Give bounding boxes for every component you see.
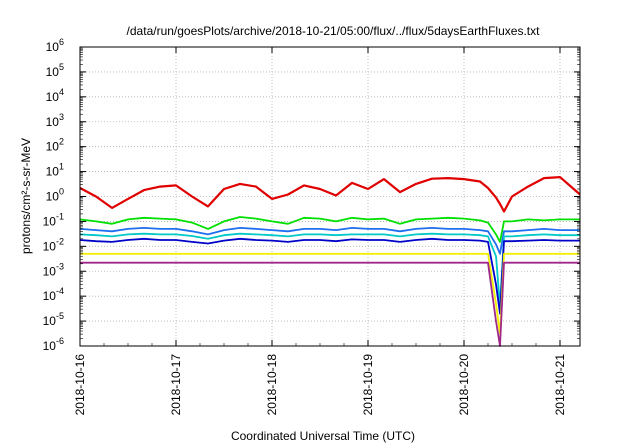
y-tick-label: 103 (46, 112, 64, 129)
x-axis-label: Coordinated Universal Time (UTC) (231, 429, 415, 443)
series-line-5 (80, 252, 580, 336)
grid (79, 47, 580, 346)
y-tick-label: 10-1 (43, 211, 64, 228)
y-tick-label: 104 (46, 87, 64, 104)
x-tick-label: 2018-10-19 (361, 354, 375, 416)
series-line-0 (79, 176, 581, 213)
series-line-2 (79, 226, 580, 255)
x-tick-label: 2018-10-16 (73, 354, 87, 416)
y-tick-label: 101 (46, 162, 64, 179)
y-axis-label: protons/cm²-s-sr-MeV (19, 138, 33, 254)
y-tick-label: 102 (46, 137, 64, 154)
series-layer (79, 176, 581, 347)
series-line-1 (79, 216, 580, 243)
x-ticks: 2018-10-16 2018-10-17 2018-10-18 2018-10-19… (73, 47, 567, 415)
chart-title: /data/run/goesPlots/archive/2018-10-21/0… (127, 24, 541, 38)
x-tick-label: 2018-10-20 (457, 354, 471, 416)
y-tick-label: 100 (46, 187, 64, 204)
y-tick-label: 106 (46, 37, 64, 54)
y-tick-label: 10-6 (43, 336, 64, 353)
x-tick-label: 2018-10-18 (265, 354, 279, 416)
series-line-6 (80, 261, 580, 347)
series-line-3 (79, 232, 580, 308)
y-tick-label: 10-3 (43, 261, 64, 278)
y-tick-label: 105 (46, 62, 64, 79)
y-tick-label: 10-2 (43, 236, 64, 253)
x-tick-label: 2018-10-17 (169, 354, 183, 416)
y-tick-label: 10-4 (43, 286, 64, 303)
y-tick-label: 10-5 (43, 311, 64, 328)
y-ticks: 10-6 10-5 10-4 10-3 10-2 10-1 100 101 102 103 104 1… (43, 37, 580, 353)
series-line-4 (79, 237, 580, 315)
x-tick-label: 2018-10-21 (553, 354, 567, 416)
